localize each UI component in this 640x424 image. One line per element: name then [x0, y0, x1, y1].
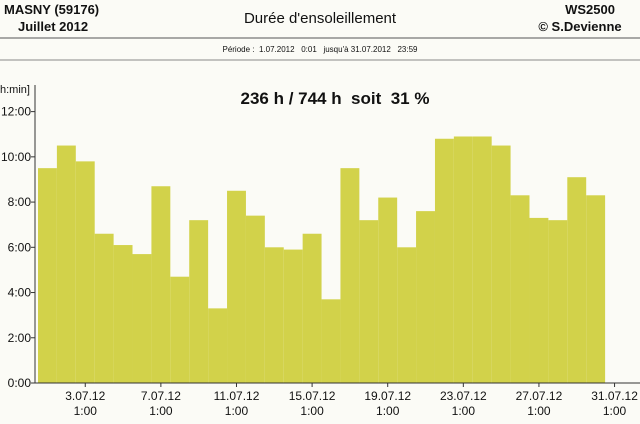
x-tick-label: 11.07.12 1:00 — [214, 389, 260, 418]
bar — [529, 217, 549, 383]
y-tick-label: 0:00 — [8, 376, 32, 390]
bar — [264, 247, 284, 383]
bar — [491, 145, 511, 383]
x-tick-label: 27.07.12 1:00 — [516, 389, 563, 418]
y-tick-label: 8:00 — [8, 195, 32, 209]
bar — [359, 220, 379, 383]
bar — [378, 197, 398, 383]
bar — [38, 168, 57, 383]
x-tick-label: 7.07.12 1:00 — [141, 389, 181, 418]
y-tick-label: 12:00 — [1, 105, 31, 119]
author: © S.Devienne — [538, 19, 621, 34]
bar — [340, 168, 360, 383]
x-tick-label: 23.07.12 1:00 — [440, 389, 487, 418]
bar — [302, 233, 322, 383]
bar — [208, 308, 228, 383]
y-tick-label: 4:00 — [8, 286, 32, 300]
page-title: Durée d'ensoleillement — [244, 10, 397, 27]
bar — [283, 249, 303, 383]
bar — [453, 136, 473, 383]
bar — [548, 220, 568, 383]
y-axis-label: h:min] — [0, 84, 30, 96]
bar — [151, 186, 171, 383]
bar — [227, 190, 246, 383]
bar — [586, 195, 606, 383]
bar — [170, 276, 190, 383]
bar — [510, 195, 530, 383]
device: WS2500 — [565, 2, 615, 17]
bar — [94, 233, 114, 383]
bar — [132, 254, 152, 383]
bar — [567, 177, 587, 383]
y-tick-label: 10:00 — [1, 150, 31, 164]
x-tick-label: 15.07.12 1:00 — [289, 389, 336, 418]
x-tick-label: 3.07.12 1:00 — [65, 389, 105, 418]
x-tick-label: 31.07.12 1:00 — [591, 389, 638, 418]
bar — [416, 211, 435, 383]
bar — [75, 161, 95, 383]
period: Période : 1.07.2012 0:01 jusqu'à 31.07.2… — [222, 45, 418, 54]
bar — [245, 215, 265, 383]
x-tick-label: 19.07.12 1:00 — [364, 389, 411, 418]
bar — [397, 247, 417, 383]
bar — [113, 245, 133, 383]
month: Juillet 2012 — [18, 19, 88, 34]
bar — [321, 299, 341, 383]
bar — [189, 220, 209, 383]
annotation: 236 h / 744 h soit 31 % — [241, 89, 430, 108]
bar — [472, 136, 492, 383]
y-tick-label: 2:00 — [8, 331, 32, 345]
station: MASNY (59176) — [4, 2, 99, 17]
bar — [434, 138, 454, 383]
y-tick-label: 6:00 — [8, 240, 32, 254]
bar — [56, 145, 76, 383]
